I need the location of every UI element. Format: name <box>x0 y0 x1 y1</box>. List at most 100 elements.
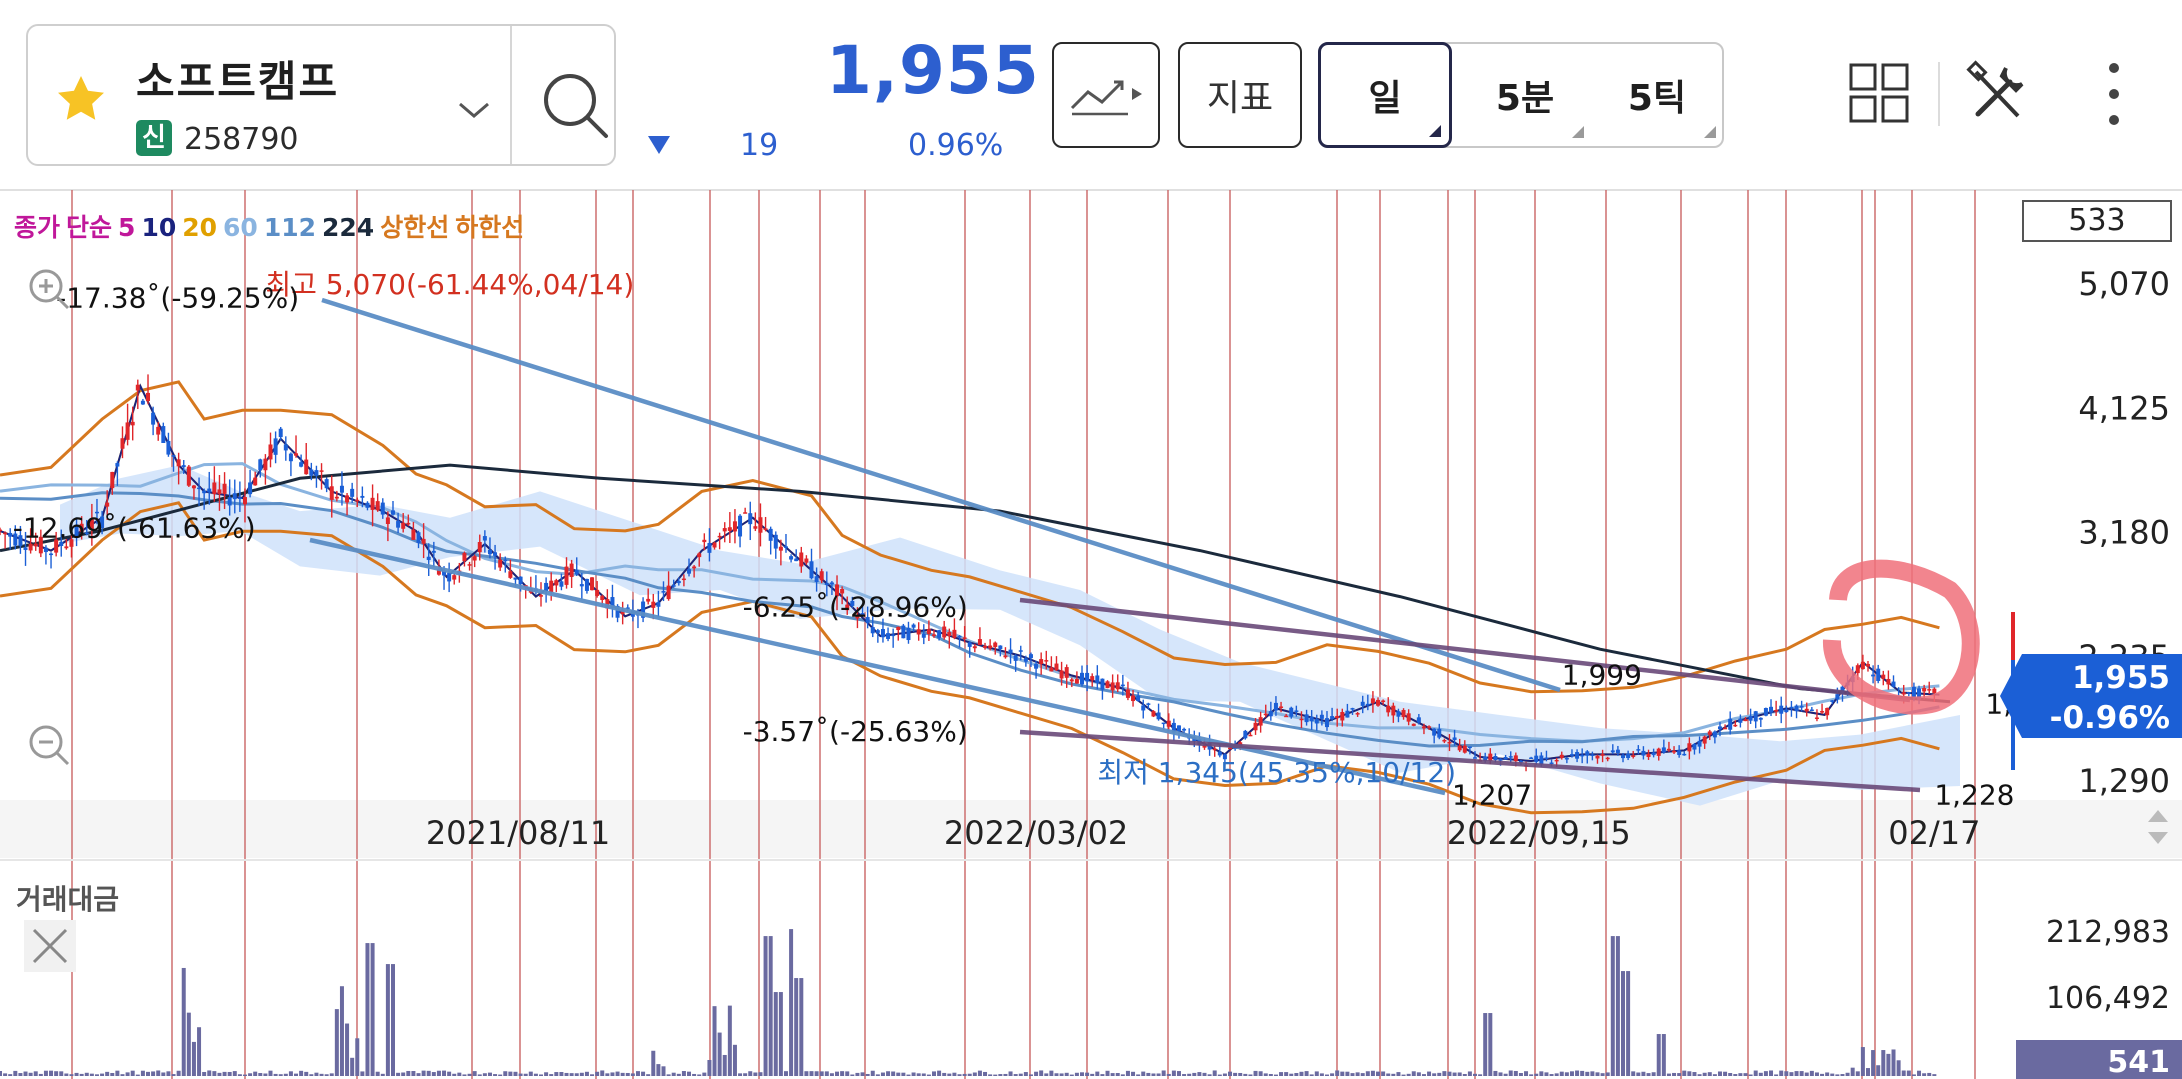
volume-bar <box>508 1071 513 1076</box>
candle-body <box>365 502 370 508</box>
volume-bar <box>727 1005 732 1076</box>
candle-body <box>1401 710 1406 718</box>
period-day-button[interactable]: 일 <box>1318 42 1452 148</box>
indicator-button[interactable]: 지표 <box>1178 42 1302 148</box>
volume-bar <box>1600 1073 1605 1076</box>
legend-item: 단순 <box>66 213 113 242</box>
close-icon[interactable] <box>24 920 76 972</box>
grid-icon[interactable] <box>1848 62 1910 124</box>
scroll-up-icon[interactable] <box>2148 810 2168 822</box>
more-vertical-icon[interactable] <box>2102 58 2126 130</box>
candle-body <box>1131 695 1136 702</box>
candle-body <box>513 577 518 580</box>
volume-bar <box>1401 1074 1406 1076</box>
volume-bar <box>1447 1071 1452 1076</box>
candle-body <box>482 536 487 541</box>
candle-body <box>789 556 794 560</box>
volume-bar <box>1677 1073 1682 1076</box>
volume-bar <box>3 1073 8 1076</box>
candle-body <box>911 624 916 628</box>
price-chart[interactable]: 최고 5,070(-61.44%,04/14)-17.38˚(-59.25%) -… <box>0 188 2182 1079</box>
volume-bar <box>324 1074 329 1076</box>
volume-bar <box>717 1032 722 1076</box>
candle-body <box>207 488 212 493</box>
trend-line-upper <box>321 297 1561 693</box>
date-axis-label: 2022/03/02 <box>944 814 1128 852</box>
volume-bar <box>1529 1074 1534 1076</box>
volume-bar <box>1406 1073 1411 1076</box>
candle-body <box>283 444 288 451</box>
legend-item: 종가 <box>14 213 61 242</box>
stock-selector[interactable]: 소프트캠프 신 258790 <box>26 24 616 166</box>
candle-body <box>273 438 278 455</box>
volume-bar <box>901 1072 906 1076</box>
star-icon[interactable] <box>52 70 110 128</box>
volume-bar <box>1922 1073 1927 1076</box>
volume-bar <box>855 1072 860 1076</box>
volume-bar <box>1830 1073 1835 1076</box>
volume-bar <box>191 1041 196 1076</box>
volume-bar <box>23 1071 28 1076</box>
indicator-legend[interactable]: 종가 단순 5 10 20 60 112 224 상한선 하한선 <box>14 208 530 244</box>
volume-bar <box>253 1071 258 1076</box>
candle-body <box>411 529 416 540</box>
tools-icon[interactable] <box>1966 60 2032 126</box>
period-day-label: 일 <box>1368 78 1402 119</box>
chart-type-button[interactable] <box>1052 42 1160 148</box>
volume-bar <box>1228 1071 1233 1076</box>
volume-bar <box>783 1071 788 1076</box>
volume-bar <box>237 1074 242 1076</box>
volume-bar <box>1095 1071 1100 1076</box>
zoom-out-icon[interactable] <box>24 720 72 768</box>
volume-bar <box>824 1071 829 1076</box>
candle-body <box>722 528 727 532</box>
volume-bar <box>738 1073 743 1076</box>
candle-body <box>1615 749 1620 753</box>
zoom-in-icon[interactable] <box>24 264 72 312</box>
volume-bar <box>28 1072 33 1076</box>
bollinger-upper-line <box>0 380 1940 694</box>
candle-body <box>824 583 829 586</box>
search-icon[interactable] <box>532 62 622 152</box>
volume-bar <box>1166 1073 1171 1076</box>
market-badge: 신 <box>136 120 172 156</box>
period-5min-button[interactable]: 5분 <box>1458 44 1592 146</box>
volume-bar <box>1187 1073 1192 1076</box>
volume-bar <box>804 1071 809 1076</box>
volume-bar <box>1335 1070 1340 1076</box>
candle-body <box>1789 706 1794 709</box>
legend-item: 20 <box>182 213 218 242</box>
candle-body <box>1865 663 1870 667</box>
volume-bar <box>385 964 390 1076</box>
candle-body <box>1569 754 1574 756</box>
scroll-down-icon[interactable] <box>2148 832 2168 844</box>
candle-body <box>166 440 171 455</box>
candle-body <box>1243 730 1248 739</box>
trend-line-resistance <box>1019 597 1911 703</box>
volume-bar <box>1457 1072 1462 1076</box>
price-axis-label: 3,180 <box>2078 514 2170 552</box>
candle-body <box>1672 750 1677 753</box>
volume-bar <box>1212 1070 1217 1076</box>
candle-body <box>1309 716 1314 722</box>
chevron-down-icon[interactable] <box>456 98 492 122</box>
volume-bar <box>564 1072 569 1076</box>
volume-bar <box>49 1070 54 1076</box>
volume-bar <box>1932 1074 1937 1076</box>
candle-body <box>1273 702 1278 711</box>
volume-bar <box>1074 1072 1079 1076</box>
ma10-line <box>0 383 1940 763</box>
volume-bar <box>1279 1072 1284 1076</box>
candle-body <box>1503 756 1508 760</box>
volume-bar <box>1391 1073 1396 1076</box>
volume-bar <box>1411 1071 1416 1076</box>
volume-bar <box>1416 1072 1421 1076</box>
volume-bar <box>1253 1070 1258 1076</box>
candle-body <box>1881 674 1886 679</box>
volume-bar <box>753 1072 758 1076</box>
volume-bar <box>1207 1074 1212 1076</box>
candle-body <box>171 455 176 457</box>
period-5tick-button[interactable]: 5틱 <box>1590 44 1724 146</box>
volume-bar <box>1769 1070 1774 1076</box>
candle-body <box>421 538 426 544</box>
